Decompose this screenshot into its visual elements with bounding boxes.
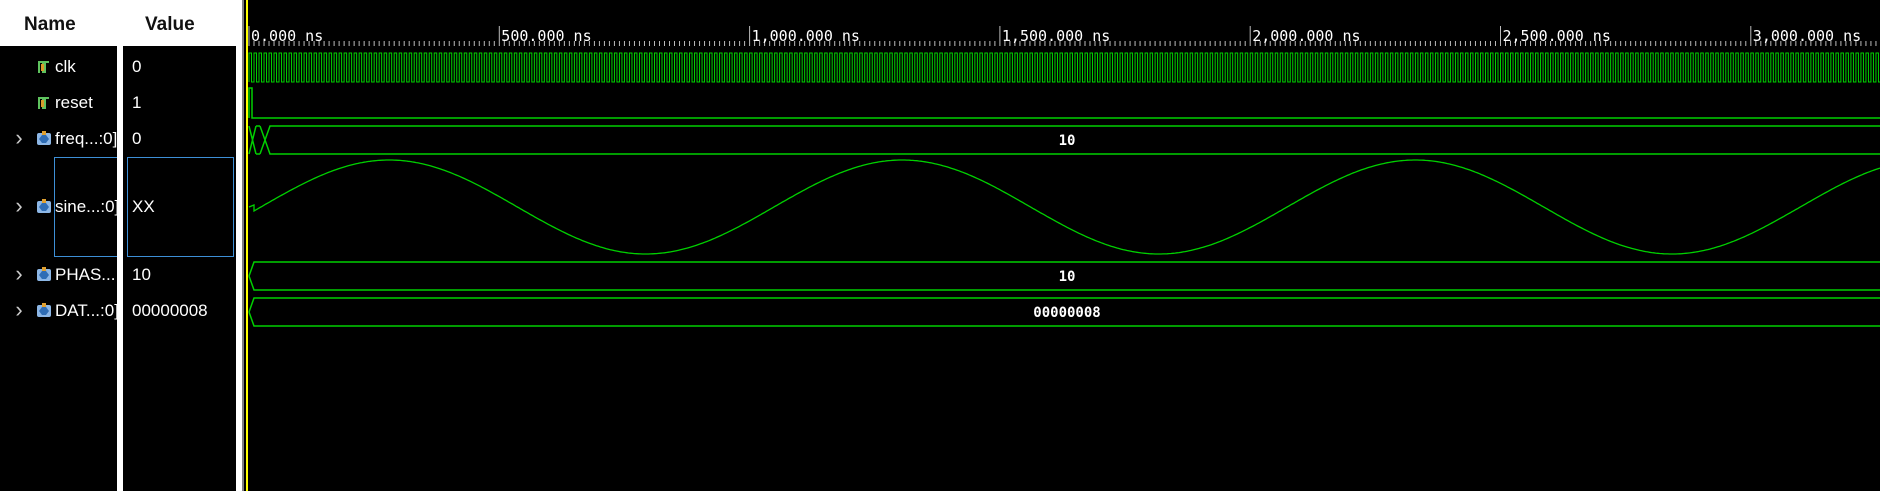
signal-row-data[interactable]: › DAT...:0] <box>0 297 119 322</box>
waveform-panel[interactable]: 0.000 ns 500.000 ns 1,000.000 ns 1,500.000 … <box>242 0 1880 491</box>
signal-row-reset[interactable]: reset <box>0 93 117 113</box>
wave-freq <box>248 125 1880 155</box>
signal-value-clk: 0 <box>132 57 142 76</box>
signal-name: clk <box>55 57 76 76</box>
expand-chevron-icon[interactable]: › <box>15 193 23 218</box>
signal-name: DAT...:0] <box>55 301 119 320</box>
signal-value-sine: XX <box>132 197 155 216</box>
value-column-header[interactable]: Value <box>123 0 236 46</box>
signal-row-clk[interactable]: clk <box>0 57 117 77</box>
signal-name: freq...:0] <box>55 129 118 148</box>
bus-icon <box>37 303 51 317</box>
signal-value-reset: 1 <box>132 93 142 112</box>
time-ruler[interactable] <box>242 0 1880 46</box>
wave-phase <box>248 261 1880 291</box>
ruler-tick-label: 0.000 ns <box>251 27 323 45</box>
bus-icon <box>37 199 51 213</box>
signal-value-data: 00000008 <box>132 301 208 320</box>
wave-reset <box>248 87 1880 119</box>
wave-freq-value: 10 <box>1059 133 1076 149</box>
signal-row-phase[interactable]: › PHAS...: <box>0 261 121 286</box>
name-column: Name clk reset › freq...:0] › sine...:0] › PHAS… <box>0 0 121 491</box>
name-column-header[interactable]: Name <box>0 0 117 46</box>
expand-chevron-icon[interactable]: › <box>15 297 23 322</box>
ruler-tick-label: 2,500.000 ns <box>1503 27 1611 45</box>
wave-data-value: 00000008 <box>1033 305 1100 321</box>
wire-icon <box>38 61 49 73</box>
bus-icon <box>37 131 51 145</box>
column-divider[interactable] <box>117 0 123 491</box>
expand-chevron-icon[interactable]: › <box>15 125 23 150</box>
wave-data <box>248 297 1880 327</box>
wave-sine <box>248 159 1880 255</box>
wire-icon <box>38 97 49 109</box>
expand-chevron-icon[interactable]: › <box>15 261 23 286</box>
ruler-tick-label: 2,000.000 ns <box>1252 27 1360 45</box>
bus-icon <box>37 267 51 281</box>
waveform-divider[interactable] <box>236 0 242 491</box>
selection-highlight <box>54 157 120 257</box>
ruler-tick-label: 500.000 ns <box>501 27 591 45</box>
ruler-tick-label: 1,500.000 ns <box>1002 27 1110 45</box>
signal-row-freq[interactable]: › freq...:0] <box>0 125 118 150</box>
signal-name: PHAS...: <box>55 265 121 284</box>
signal-name: reset <box>55 93 93 112</box>
signal-row-sine[interactable]: › sine...:0] <box>0 193 120 218</box>
selection-highlight <box>127 157 234 257</box>
wave-clk <box>248 52 1880 83</box>
wave-phase-value: 10 <box>1059 269 1076 285</box>
signal-value-freq: 0 <box>132 129 142 148</box>
value-column: Value 0 1 0 XX 10 00000008 <box>123 0 236 491</box>
ruler-tick-label: 3,000.000 ns <box>1753 27 1861 45</box>
signal-value-phase: 10 <box>132 265 151 284</box>
ruler-tick-label: 1,000.000 ns <box>752 27 860 45</box>
signal-name: sine...:0] <box>55 197 120 216</box>
